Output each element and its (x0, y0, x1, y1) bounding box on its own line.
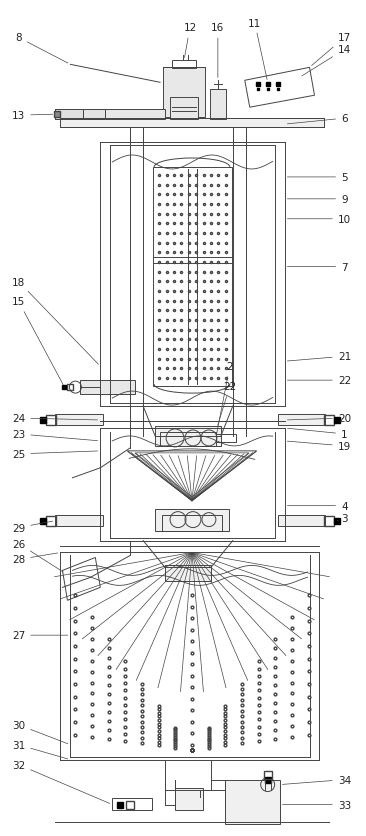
Bar (175, 788, 203, 809)
Text: 32: 32 (12, 760, 110, 803)
Bar (60, 119, 325, 128)
Text: 23: 23 (12, 430, 98, 441)
Text: 8: 8 (15, 33, 68, 64)
Text: 16: 16 (211, 23, 224, 79)
Bar (56, 515, 103, 526)
Text: 17: 17 (311, 33, 351, 66)
Bar (210, 90, 226, 120)
Bar (165, 566, 211, 582)
Bar (278, 515, 325, 526)
Text: 12: 12 (183, 23, 197, 59)
Text: 27: 27 (12, 630, 68, 640)
Text: 20: 20 (287, 414, 351, 424)
Text: 21: 21 (287, 352, 351, 362)
Text: 33: 33 (283, 799, 351, 809)
Text: 31: 31 (12, 740, 68, 759)
Text: 18: 18 (12, 278, 98, 364)
Text: 26: 26 (12, 539, 63, 572)
Bar (170, 98, 198, 120)
Bar (153, 168, 232, 387)
Text: 24: 24 (12, 414, 97, 424)
Text: 29: 29 (12, 522, 53, 533)
Text: 30: 30 (12, 720, 68, 744)
Text: 14: 14 (302, 45, 351, 77)
Bar (155, 509, 229, 531)
Bar (225, 780, 280, 824)
Bar (162, 515, 222, 531)
Text: 5: 5 (287, 173, 348, 183)
Bar (216, 435, 236, 442)
Bar (56, 110, 165, 120)
Bar (160, 432, 216, 446)
Text: 10: 10 (287, 215, 351, 225)
Text: 19: 19 (287, 441, 351, 451)
Text: 15: 15 (12, 297, 63, 385)
Text: 1: 1 (287, 429, 348, 440)
Text: 34: 34 (283, 775, 351, 785)
Bar (163, 69, 205, 118)
Text: 22: 22 (218, 382, 236, 426)
Bar (81, 380, 135, 395)
Text: 3: 3 (337, 513, 348, 523)
Bar (155, 426, 221, 446)
Bar (56, 110, 83, 120)
Bar (112, 798, 152, 809)
Text: 9: 9 (287, 195, 348, 205)
Text: 13: 13 (12, 111, 53, 121)
Text: 28: 28 (12, 553, 58, 565)
Text: 7: 7 (287, 263, 348, 273)
Bar (172, 61, 196, 69)
Text: 11: 11 (248, 18, 267, 80)
Bar (83, 110, 105, 120)
Text: 2: 2 (216, 362, 233, 436)
Text: 4: 4 (287, 501, 348, 511)
Text: 22: 22 (287, 375, 351, 385)
Bar (278, 415, 325, 426)
Text: 6: 6 (287, 114, 348, 125)
Text: 25: 25 (12, 449, 97, 459)
Bar (56, 415, 103, 426)
